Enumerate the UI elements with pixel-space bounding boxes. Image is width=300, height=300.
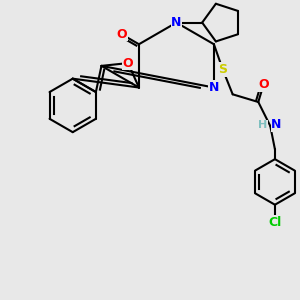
Text: N: N — [271, 118, 282, 131]
Text: O: O — [116, 28, 127, 41]
Text: O: O — [258, 78, 269, 92]
Text: N: N — [209, 81, 219, 94]
Text: O: O — [123, 57, 134, 70]
Text: N: N — [171, 16, 182, 29]
Text: Cl: Cl — [268, 216, 281, 229]
Text: H: H — [258, 120, 267, 130]
Text: S: S — [218, 63, 227, 76]
